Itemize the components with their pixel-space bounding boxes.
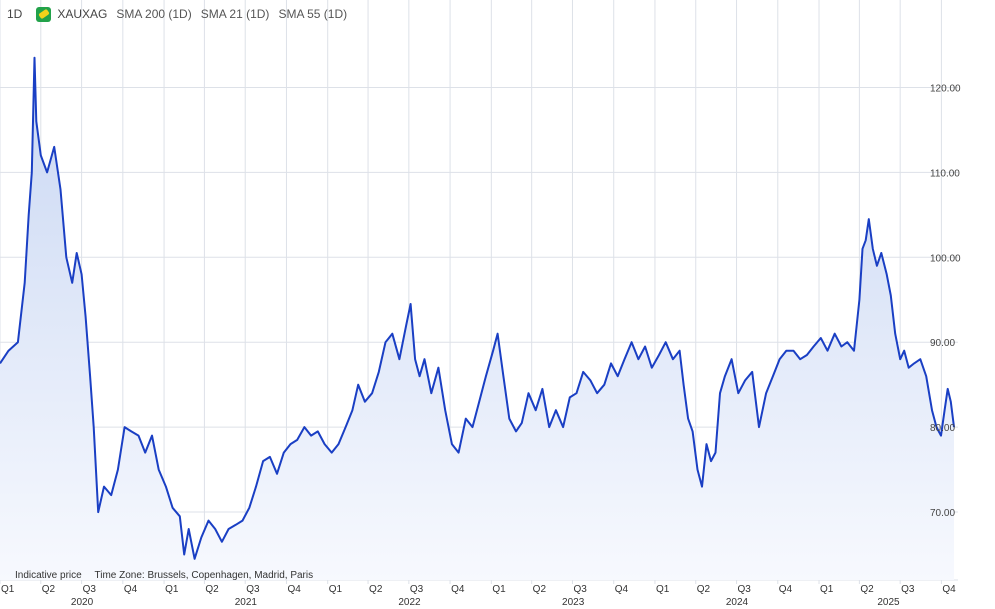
y-tick-label: 80.00 xyxy=(930,423,955,434)
x-quarter-label: Q1 xyxy=(492,584,506,595)
x-quarter-label: Q1 xyxy=(820,584,834,595)
timezone-note: Time Zone: Brussels, Copenhagen, Madrid,… xyxy=(94,570,314,581)
plot-area xyxy=(0,56,955,580)
x-year-label: 2025 xyxy=(877,597,900,608)
x-quarter-label: Q4 xyxy=(287,584,301,595)
x-quarter-label: Q2 xyxy=(860,584,874,595)
x-year-label: 2022 xyxy=(398,597,421,608)
indicator-sma-55[interactable]: SMA 55 (1D) xyxy=(278,7,348,21)
x-year-label: 2023 xyxy=(562,597,585,608)
price-area xyxy=(0,57,954,580)
x-quarter-label: Q4 xyxy=(942,584,956,595)
indicator-sma-21[interactable]: SMA 21 (1D) xyxy=(200,7,270,21)
x-quarter-label: Q4 xyxy=(124,584,138,595)
x-quarter-label: Q2 xyxy=(697,584,711,595)
x-quarter-label: Q2 xyxy=(533,584,547,595)
x-quarter-label: Q2 xyxy=(205,584,219,595)
x-quarter-label: Q3 xyxy=(410,584,424,595)
x-quarter-label: Q1 xyxy=(329,584,343,595)
chart-footnote: Indicative price Time Zone: Brussels, Co… xyxy=(15,570,313,581)
x-year-label: 2020 xyxy=(71,597,94,608)
x-quarter-label: Q2 xyxy=(369,584,383,595)
x-quarter-label: Q1 xyxy=(165,584,179,595)
timeframe-label[interactable]: 1D xyxy=(7,7,23,21)
x-quarter-label: Q3 xyxy=(83,584,97,595)
y-axis: 70.00 80.00 90.00 100.00 110.00 120.00 xyxy=(930,83,961,519)
x-quarter-label: Q2 xyxy=(42,584,56,595)
x-quarter-label: Q4 xyxy=(779,584,793,595)
y-tick-label: 120.00 xyxy=(930,83,961,94)
x-quarter-label: Q3 xyxy=(246,584,260,595)
x-quarter-label: Q3 xyxy=(738,584,752,595)
x-quarter-label: Q4 xyxy=(615,584,629,595)
chart-header: 1D XAUXAG SMA 200 (1D) SMA 21 (1D) SMA 5… xyxy=(0,5,347,23)
instrument-logo-icon xyxy=(36,6,52,22)
price-line xyxy=(0,56,955,560)
y-tick-label: 70.00 xyxy=(930,508,955,519)
x-year-label: 2021 xyxy=(235,597,258,608)
y-tick-label: 100.00 xyxy=(930,253,961,264)
y-tick-label: 110.00 xyxy=(930,168,960,179)
y-tick-label: 90.00 xyxy=(930,338,955,349)
x-quarter-label: Q4 xyxy=(451,584,465,595)
symbol-label[interactable]: XAUXAG xyxy=(57,7,108,21)
x-quarter-label: Q3 xyxy=(901,584,915,595)
x-year-label: 2024 xyxy=(726,597,749,608)
x-axis: Q1 Q2 Q3 Q4 Q1 Q2 Q3 Q4 Q1 Q2 Q3 Q4 Q1 Q2 Q3 Q4 Q1 Q2 Q3 Q4… xyxy=(1,584,956,608)
x-quarter-label: Q1 xyxy=(656,584,670,595)
x-quarter-label: Q3 xyxy=(573,584,587,595)
x-quarter-label: Q1 xyxy=(1,584,15,595)
indicative-price-note: Indicative price xyxy=(15,570,82,581)
indicator-sma-200[interactable]: SMA 200 (1D) xyxy=(116,7,192,21)
